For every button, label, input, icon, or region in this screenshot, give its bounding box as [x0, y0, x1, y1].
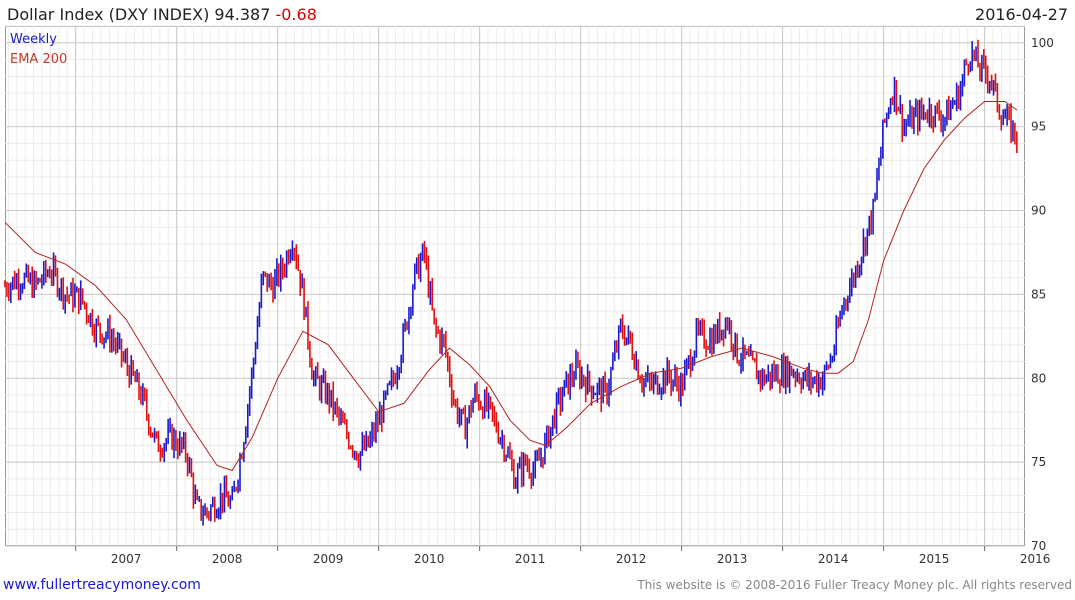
- x-tick-label: 2012: [616, 552, 647, 566]
- x-tick-label: 2013: [717, 552, 748, 566]
- x-tick-label: 2016: [1020, 552, 1051, 566]
- x-tick-label: 2008: [212, 552, 243, 566]
- legend-weekly: Weekly: [10, 32, 57, 47]
- x-tick-label: 2009: [313, 552, 344, 566]
- x-tick-label: 2007: [111, 552, 142, 566]
- y-tick-label: 85: [1031, 287, 1046, 301]
- y-tick-label: 70: [1031, 539, 1046, 553]
- y-tick-label: 95: [1031, 120, 1046, 134]
- ema-line: [4, 101, 1018, 472]
- x-tick-label: 2011: [515, 552, 546, 566]
- x-tick-label: 2010: [414, 552, 445, 566]
- x-tick-label: 2015: [919, 552, 950, 566]
- y-tick-label: 80: [1031, 371, 1046, 385]
- y-tick-label: 90: [1031, 204, 1046, 218]
- chart-date: 2016-04-27: [975, 5, 1068, 24]
- footer-copyright: This website is © 2008-2016 Fuller Treac…: [637, 578, 1072, 592]
- y-tick-label: 75: [1031, 455, 1046, 469]
- x-tick-label: 2014: [818, 552, 849, 566]
- footer-site-link[interactable]: www.fullertreacymoney.com: [3, 577, 201, 593]
- price-change: -0.68: [275, 5, 317, 24]
- legend-ema: EMA 200: [10, 52, 68, 67]
- title-text: Dollar Index (DXY INDEX) 94.387: [7, 5, 271, 24]
- y-tick-label: 100: [1031, 36, 1054, 50]
- chart-title: Dollar Index (DXY INDEX) 94.387 -0.68: [7, 5, 317, 24]
